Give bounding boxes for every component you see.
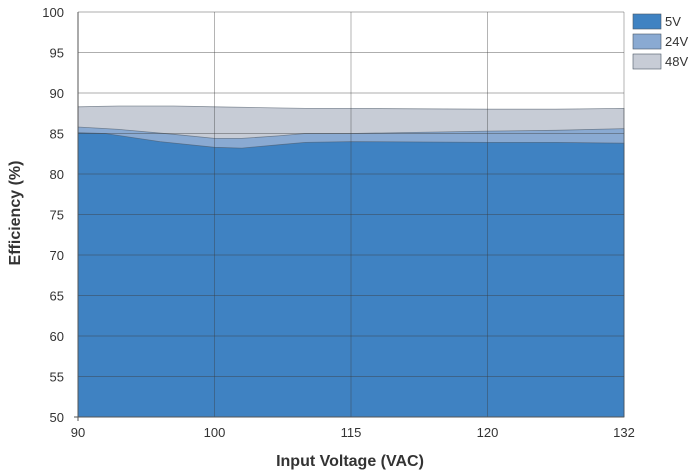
axes <box>74 12 624 421</box>
legend-label-5v: 5V <box>665 14 681 29</box>
x-tick-label: 120 <box>477 425 499 440</box>
y-tick-label: 55 <box>50 370 64 385</box>
y-tick-label: 75 <box>50 208 64 223</box>
legend: 5V 24V 48V <box>632 13 688 70</box>
legend-swatch-5v <box>632 13 662 30</box>
x-tick-labels: 90 100 115 120 132 <box>71 425 635 440</box>
x-tick-label: 100 <box>204 425 226 440</box>
y-tick-label: 80 <box>50 167 64 182</box>
y-tick-label: 90 <box>50 86 64 101</box>
legend-swatch-48v <box>632 53 662 70</box>
y-tick-label: 50 <box>50 410 64 425</box>
y-tick-label: 65 <box>50 289 64 304</box>
y-tick-label: 95 <box>50 46 64 61</box>
x-tick-label: 132 <box>613 425 635 440</box>
y-axis-title: Efficiency (%) <box>7 161 24 266</box>
legend-swatch-24v <box>632 33 662 50</box>
legend-label-48v: 48V <box>665 54 688 69</box>
x-tick-label: 115 <box>341 425 362 440</box>
x-tick-label: 90 <box>71 425 85 440</box>
y-tick-labels: 50 55 60 65 70 75 80 85 90 95 100 <box>42 5 64 425</box>
y-tick-label: 70 <box>50 248 64 263</box>
y-tick-label: 85 <box>50 127 64 142</box>
x-axis-title: Input Voltage (VAC) <box>276 453 424 470</box>
y-tick-label: 60 <box>50 329 64 344</box>
y-tick-label: 100 <box>42 5 64 20</box>
legend-label-24v: 24V <box>665 34 688 49</box>
